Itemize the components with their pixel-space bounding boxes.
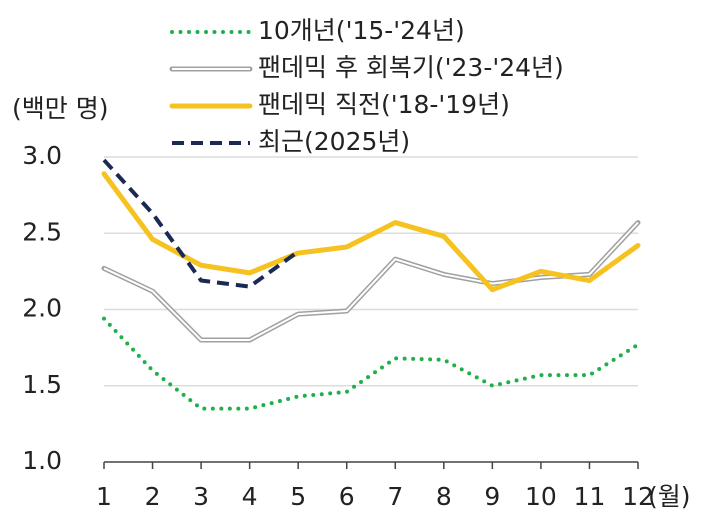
x-tick-label: 7: [387, 482, 403, 511]
x-tick-label: 12: [622, 482, 654, 511]
series-line: [102, 158, 300, 289]
x-tick-label: 4: [242, 482, 258, 511]
y-tick-label: 1.5: [22, 370, 62, 399]
y-tick-label: 2.0: [22, 294, 62, 323]
x-tick-label: 5: [290, 482, 306, 511]
legend-label: 최근(2025년): [258, 127, 410, 156]
legend-label: 팬데믹 후 회복기('23-'24년): [258, 53, 564, 82]
x-tick-label: 1: [96, 482, 112, 511]
x-tick-label: 8: [436, 482, 452, 511]
legend-label: 팬데믹 직전('18-'19년): [258, 90, 510, 119]
x-tick-label: 2: [145, 482, 161, 511]
x-tick-label: 6: [339, 482, 355, 511]
series-line-inner: [103, 221, 639, 341]
y-tick-label: 3.0: [22, 141, 62, 170]
x-tick-label: 10: [525, 482, 557, 511]
x-axis-label: (월): [648, 482, 691, 511]
y-tick-label: 2.5: [22, 217, 62, 246]
y-axis-label: (백만 명): [12, 94, 108, 123]
series-line: [101, 171, 641, 293]
series-line: [102, 316, 640, 411]
legend-label: 10개년('15-'24년): [258, 16, 465, 45]
x-tick-label: 9: [484, 482, 500, 511]
x-tick-label: 3: [193, 482, 209, 511]
x-tick-label: 11: [574, 482, 606, 511]
y-tick-label: 1.0: [22, 446, 62, 475]
